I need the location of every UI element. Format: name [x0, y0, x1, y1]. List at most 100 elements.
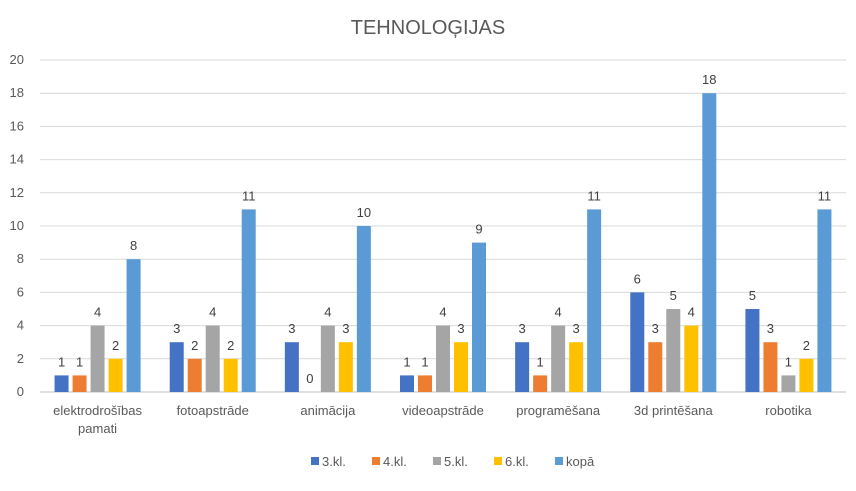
y-tick-label: 14 [10, 152, 24, 167]
legend-label: 3.kl. [322, 454, 346, 469]
legend-swatch [372, 457, 380, 465]
y-tick-label: 4 [17, 318, 24, 333]
bar [533, 375, 548, 392]
y-tick-label: 6 [17, 284, 24, 299]
bar [702, 93, 717, 392]
data-label: 2 [112, 338, 119, 353]
data-label: 18 [702, 72, 716, 87]
data-label: 2 [191, 338, 198, 353]
data-label: 3 [288, 321, 295, 336]
data-label: 4 [209, 305, 216, 320]
bar [108, 358, 123, 392]
x-category-label: robotika [765, 403, 812, 418]
bar [54, 375, 69, 392]
data-label: 1 [537, 354, 544, 369]
data-label: 4 [439, 305, 446, 320]
data-label: 1 [58, 354, 65, 369]
data-label: 6 [634, 271, 641, 286]
y-tick-label: 10 [10, 218, 24, 233]
data-label: 3 [173, 321, 180, 336]
data-label: 2 [227, 338, 234, 353]
bar [745, 309, 760, 392]
bar [72, 375, 87, 392]
bar [205, 325, 220, 392]
bar [648, 342, 663, 392]
chart-title: TEHNOLOĢIJAS [351, 17, 505, 39]
bar [817, 209, 832, 392]
x-category-label: pamati [78, 421, 117, 436]
legend-swatch [494, 457, 502, 465]
legend-label: 6.kl. [505, 454, 529, 469]
x-category-label: fotoapstrāde [177, 403, 249, 418]
data-label: 3 [573, 321, 580, 336]
data-label: 3 [767, 321, 774, 336]
data-label: 8 [130, 238, 137, 253]
data-label: 11 [587, 188, 601, 203]
bar [630, 292, 645, 392]
data-label: 4 [688, 305, 695, 320]
bars [54, 93, 832, 392]
bar [187, 358, 202, 392]
x-category-label: elektrodrošības [53, 403, 142, 418]
data-label: 5 [670, 288, 677, 303]
y-tick-label: 20 [10, 52, 24, 67]
bar [126, 259, 141, 392]
legend-label: 5.kl. [444, 454, 468, 469]
bar [666, 309, 681, 392]
legend-swatch [311, 457, 319, 465]
y-tick-label: 8 [17, 251, 24, 266]
bar [320, 325, 335, 392]
data-label: 3 [652, 321, 659, 336]
data-label: 11 [818, 188, 832, 203]
bar [763, 342, 778, 392]
y-axis-ticks: 0 2 4 6 8 10 12 14 16 18 20 [10, 52, 24, 399]
bar [551, 325, 566, 392]
legend-swatch [555, 457, 563, 465]
legend-label: 4.kl. [383, 454, 407, 469]
data-label: 3 [457, 321, 464, 336]
data-label: 1 [76, 354, 83, 369]
x-category-label: animācija [300, 403, 356, 418]
bar [799, 358, 814, 392]
bar [436, 325, 450, 392]
data-label: 2 [803, 338, 810, 353]
bar [454, 342, 468, 392]
bar [400, 375, 414, 392]
data-label: 0 [306, 371, 313, 386]
y-tick-label: 18 [10, 85, 24, 100]
bar [284, 342, 299, 392]
data-label: 3 [519, 321, 526, 336]
bar [515, 342, 530, 392]
bar [241, 209, 256, 392]
data-label: 1 [403, 354, 410, 369]
y-tick-label: 2 [17, 351, 24, 366]
legend-label: kopā [566, 454, 595, 469]
legend: 3.kl. 4.kl. 5.kl. 6.kl. kopā [311, 454, 595, 469]
bar [90, 325, 105, 392]
data-label: 1 [421, 354, 428, 369]
bar [223, 358, 238, 392]
bar [338, 342, 353, 392]
data-label: 5 [749, 288, 756, 303]
y-tick-label: 12 [10, 185, 24, 200]
data-label: 4 [94, 305, 101, 320]
bar [684, 325, 699, 392]
data-label: 1 [785, 354, 792, 369]
data-label: 11 [242, 188, 256, 203]
bar [587, 209, 602, 392]
data-label: 9 [475, 222, 482, 237]
legend-swatch [433, 457, 441, 465]
data-label: 4 [324, 305, 331, 320]
y-tick-label: 16 [10, 118, 24, 133]
bar [781, 375, 796, 392]
x-category-label: 3d printēšana [634, 403, 714, 418]
data-label: 3 [342, 321, 349, 336]
bar [169, 342, 184, 392]
x-axis-categories: elektrodrošības pamati fotoapstrāde animāci… [53, 403, 812, 436]
data-label: 10 [357, 205, 371, 220]
bar [418, 375, 432, 392]
bar [472, 242, 486, 392]
